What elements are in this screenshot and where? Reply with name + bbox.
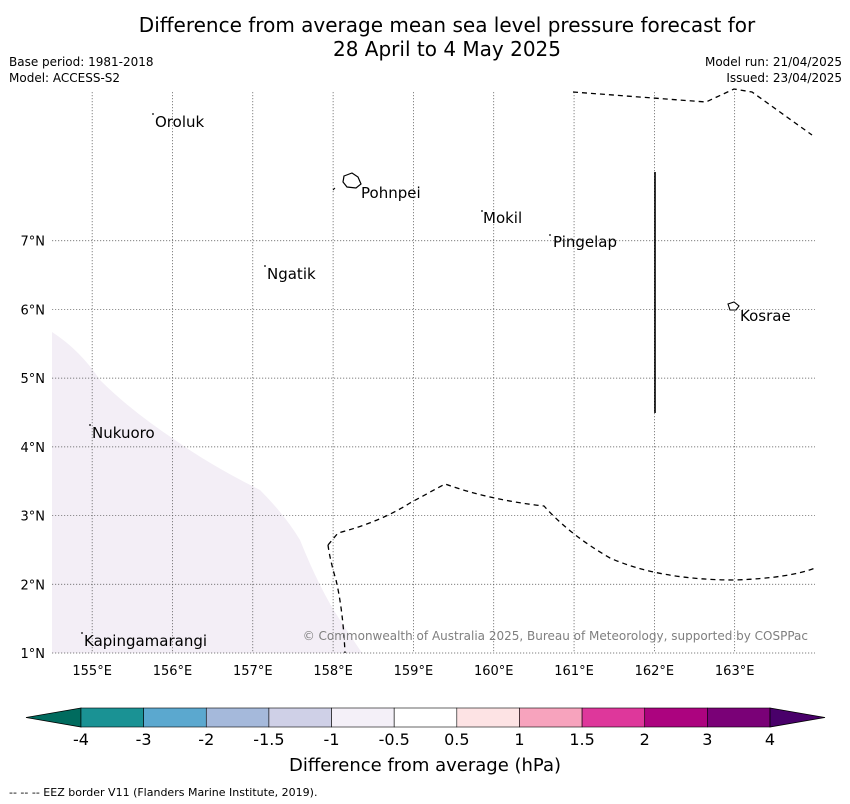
eez-border-line: [327, 483, 816, 581]
place-label: Kapingamarangi: [84, 632, 207, 650]
lon-tick-label: 156°E: [153, 664, 193, 679]
colorbar-svg: [25, 707, 826, 728]
eez-border-line: [572, 88, 813, 136]
colorbar-tick-label: -1: [323, 730, 340, 749]
colorbar-swatch: [143, 707, 207, 728]
colorbar-swatch: [393, 707, 458, 728]
title-line-2: 28 April to 4 May 2025: [333, 37, 561, 61]
colorbar-under-arrow: [25, 707, 82, 728]
colorbar-tick-label: 3: [702, 730, 713, 749]
lon-tick-label: 162°E: [635, 664, 675, 679]
lon-tick-label: 160°E: [474, 664, 514, 679]
island-dot: [152, 113, 154, 115]
place-label: Ngatik: [267, 265, 316, 283]
island-dot: [81, 632, 83, 634]
map-title: Difference from average mean sea level p…: [0, 13, 850, 61]
lat-tick-label: 7°N: [21, 235, 46, 250]
lat-tick-label: 5°N: [21, 372, 46, 387]
anomaly-region: [52, 332, 362, 653]
colorbar-tick-label: -4: [73, 730, 89, 749]
place-label: Pohnpei: [361, 184, 421, 202]
eez-legend: -- -- -- EEZ border V11 (Flanders Marine…: [9, 786, 318, 799]
colorbar-title: Difference from average (hPa): [288, 755, 562, 776]
eez-border-line: [327, 544, 346, 654]
place-label: Nukuoro: [92, 424, 155, 442]
island-dot: [481, 210, 483, 212]
kosrae-island: [727, 301, 740, 311]
colorbar-tick-label: -2: [198, 730, 215, 749]
island-dot: [549, 234, 551, 236]
map-canvas: 155°E 156°E 157°E 158°E 159°E 160°E 161°E 162°E…: [21, 88, 816, 679]
colorbar-tick-label: 1.5: [569, 730, 595, 749]
lon-tick-label: 157°E: [233, 664, 273, 679]
meta-right: Model run: 21/04/2025 Issued: 23/04/2025: [705, 54, 842, 86]
issued-date: Issued: 23/04/2025: [726, 71, 842, 85]
place-label: Oroluk: [155, 113, 204, 131]
colorbar-swatch: [519, 707, 583, 728]
colorbar-swatch: [456, 707, 520, 728]
colorbar-over-arrow: [769, 707, 826, 728]
lon-tick-label: 158°E: [313, 664, 353, 679]
colorbar-tick-label: 2: [639, 730, 650, 749]
place-label: Mokil: [483, 209, 522, 227]
colorbar-swatch: [268, 707, 332, 728]
lat-tick-label: 4°N: [21, 441, 46, 456]
colorbar-swatch: [581, 707, 646, 728]
colorbar-tick-label: 1: [514, 730, 525, 749]
island-dot: [89, 424, 91, 426]
lon-tick-label: 159°E: [394, 664, 434, 679]
lon-tick-label: 155°E: [72, 664, 112, 679]
island-dot: [264, 265, 266, 267]
colorbar-tick-label: 0.5: [444, 730, 470, 749]
lon-tick-label: 161°E: [554, 664, 594, 679]
lon-tick-label: 163°E: [715, 664, 755, 679]
place-label: Kosrae: [740, 307, 791, 325]
colorbar-tick-label: 4: [764, 730, 776, 749]
colorbar-tick-label: -3: [135, 730, 152, 749]
small-islet: [332, 187, 336, 191]
colorbar-swatch: [331, 707, 395, 728]
pohnpei-island: [342, 172, 362, 189]
colorbar-swatch: [205, 707, 270, 728]
copyright-text: © Commonwealth of Australia 2025, Bureau…: [303, 629, 808, 643]
base-period: Base period: 1981-2018: [9, 55, 154, 69]
meta-left: Base period: 1981-2018 Model: ACCESS-S2: [9, 54, 154, 86]
title-line-1: Difference from average mean sea level p…: [138, 13, 756, 37]
lat-tick-label: 6°N: [21, 303, 46, 318]
colorbar-swatch: [644, 707, 708, 728]
lat-tick-label: 3°N: [21, 510, 46, 525]
colorbar-tick-label: -1.5: [253, 730, 285, 749]
colorbar-swatch: [80, 707, 144, 728]
colorbar-swatch: [707, 707, 771, 728]
lat-tick-label: 2°N: [21, 578, 46, 593]
model-run: Model run: 21/04/2025: [704, 55, 842, 69]
lat-tick-label: 1°N: [21, 647, 46, 662]
colorbar-tick-label: -0.5: [378, 730, 410, 749]
place-label: Pingelap: [553, 233, 617, 251]
model-name: Model: ACCESS-S2: [9, 71, 121, 85]
